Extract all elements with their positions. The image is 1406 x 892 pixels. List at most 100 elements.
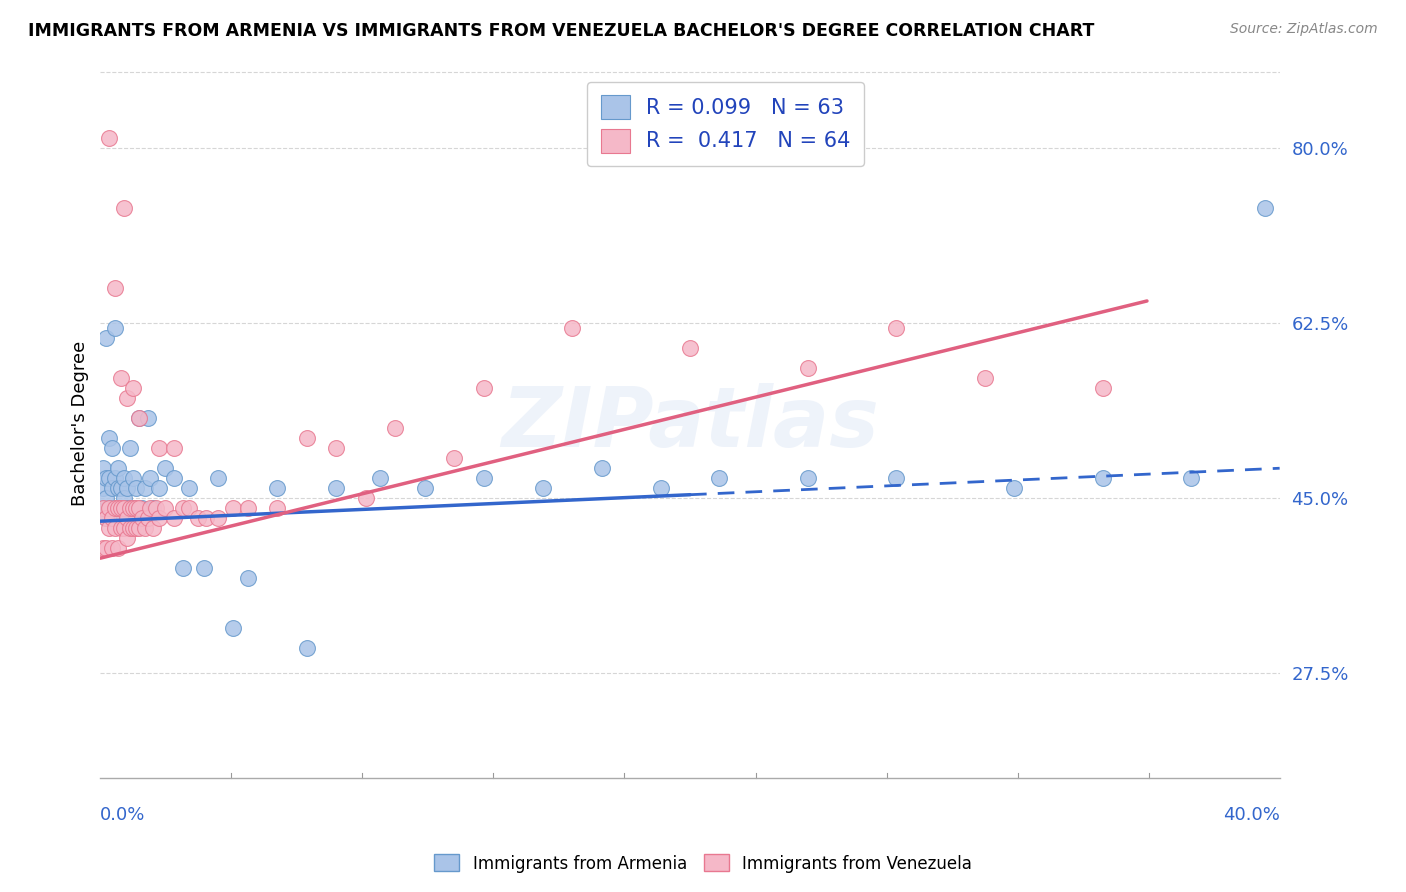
- Point: [187, 511, 209, 525]
- Point: [110, 501, 132, 516]
- Point: [295, 431, 318, 445]
- Point: [236, 571, 259, 585]
- Point: [177, 501, 200, 516]
- Point: [125, 501, 148, 516]
- Point: [91, 461, 114, 475]
- Point: [107, 501, 129, 516]
- Point: [591, 461, 613, 475]
- Point: [128, 411, 150, 425]
- Point: [128, 411, 150, 425]
- Point: [121, 381, 143, 395]
- Point: [531, 481, 554, 495]
- Point: [163, 511, 186, 525]
- Point: [115, 511, 138, 525]
- Point: [134, 521, 156, 535]
- Point: [110, 501, 132, 516]
- Point: [112, 471, 135, 485]
- Point: [413, 481, 436, 495]
- Point: [797, 471, 820, 485]
- Point: [110, 371, 132, 385]
- Point: [121, 521, 143, 535]
- Point: [98, 501, 121, 516]
- Point: [973, 371, 995, 385]
- Point: [107, 461, 129, 475]
- Point: [139, 501, 162, 516]
- Point: [266, 501, 288, 516]
- Point: [110, 521, 132, 535]
- Point: [115, 531, 138, 545]
- Point: [125, 521, 148, 535]
- Point: [107, 541, 129, 556]
- Point: [142, 521, 165, 535]
- Point: [370, 471, 392, 485]
- Point: [91, 501, 114, 516]
- Text: 40.0%: 40.0%: [1223, 806, 1279, 824]
- Point: [98, 131, 121, 145]
- Point: [115, 501, 138, 516]
- Point: [134, 481, 156, 495]
- Point: [131, 501, 153, 516]
- Point: [679, 341, 702, 355]
- Point: [121, 501, 143, 516]
- Point: [96, 511, 118, 525]
- Point: [136, 411, 159, 425]
- Point: [131, 511, 153, 525]
- Point: [125, 511, 148, 525]
- Point: [101, 481, 124, 495]
- Text: IMMIGRANTS FROM ARMENIA VS IMMIGRANTS FROM VENEZUELA BACHELOR'S DEGREE CORRELATI: IMMIGRANTS FROM ARMENIA VS IMMIGRANTS FR…: [28, 22, 1094, 40]
- Point: [797, 361, 820, 376]
- Point: [96, 541, 118, 556]
- Point: [295, 641, 318, 656]
- Point: [115, 481, 138, 495]
- Point: [104, 471, 127, 485]
- Point: [172, 561, 194, 575]
- Point: [354, 491, 377, 506]
- Point: [709, 471, 731, 485]
- Point: [163, 471, 186, 485]
- Point: [443, 451, 465, 466]
- Point: [112, 202, 135, 216]
- Point: [142, 501, 165, 516]
- Point: [193, 561, 215, 575]
- Point: [96, 331, 118, 345]
- Point: [139, 471, 162, 485]
- Point: [125, 481, 148, 495]
- Point: [222, 501, 245, 516]
- Point: [207, 471, 229, 485]
- Point: [115, 392, 138, 406]
- Legend: Immigrants from Armenia, Immigrants from Venezuela: Immigrants from Armenia, Immigrants from…: [427, 847, 979, 880]
- Point: [104, 501, 127, 516]
- Point: [1180, 471, 1202, 485]
- Point: [112, 491, 135, 506]
- Point: [1254, 202, 1277, 216]
- Point: [112, 501, 135, 516]
- Point: [107, 481, 129, 495]
- Point: [96, 511, 118, 525]
- Point: [101, 511, 124, 525]
- Point: [112, 511, 135, 525]
- Point: [650, 481, 672, 495]
- Point: [98, 431, 121, 445]
- Point: [145, 501, 167, 516]
- Point: [472, 381, 495, 395]
- Point: [128, 501, 150, 516]
- Point: [98, 521, 121, 535]
- Point: [98, 501, 121, 516]
- Point: [886, 471, 908, 485]
- Point: [107, 501, 129, 516]
- Point: [128, 521, 150, 535]
- Point: [101, 541, 124, 556]
- Point: [472, 471, 495, 485]
- Point: [96, 471, 118, 485]
- Point: [104, 501, 127, 516]
- Point: [266, 481, 288, 495]
- Text: ZIPatlas: ZIPatlas: [501, 383, 879, 464]
- Point: [325, 442, 347, 456]
- Point: [118, 501, 141, 516]
- Point: [561, 321, 583, 335]
- Legend: R = 0.099   N = 63, R =  0.417   N = 64: R = 0.099 N = 63, R = 0.417 N = 64: [588, 82, 863, 166]
- Point: [104, 521, 127, 535]
- Text: 0.0%: 0.0%: [100, 806, 146, 824]
- Point: [177, 481, 200, 495]
- Point: [195, 511, 218, 525]
